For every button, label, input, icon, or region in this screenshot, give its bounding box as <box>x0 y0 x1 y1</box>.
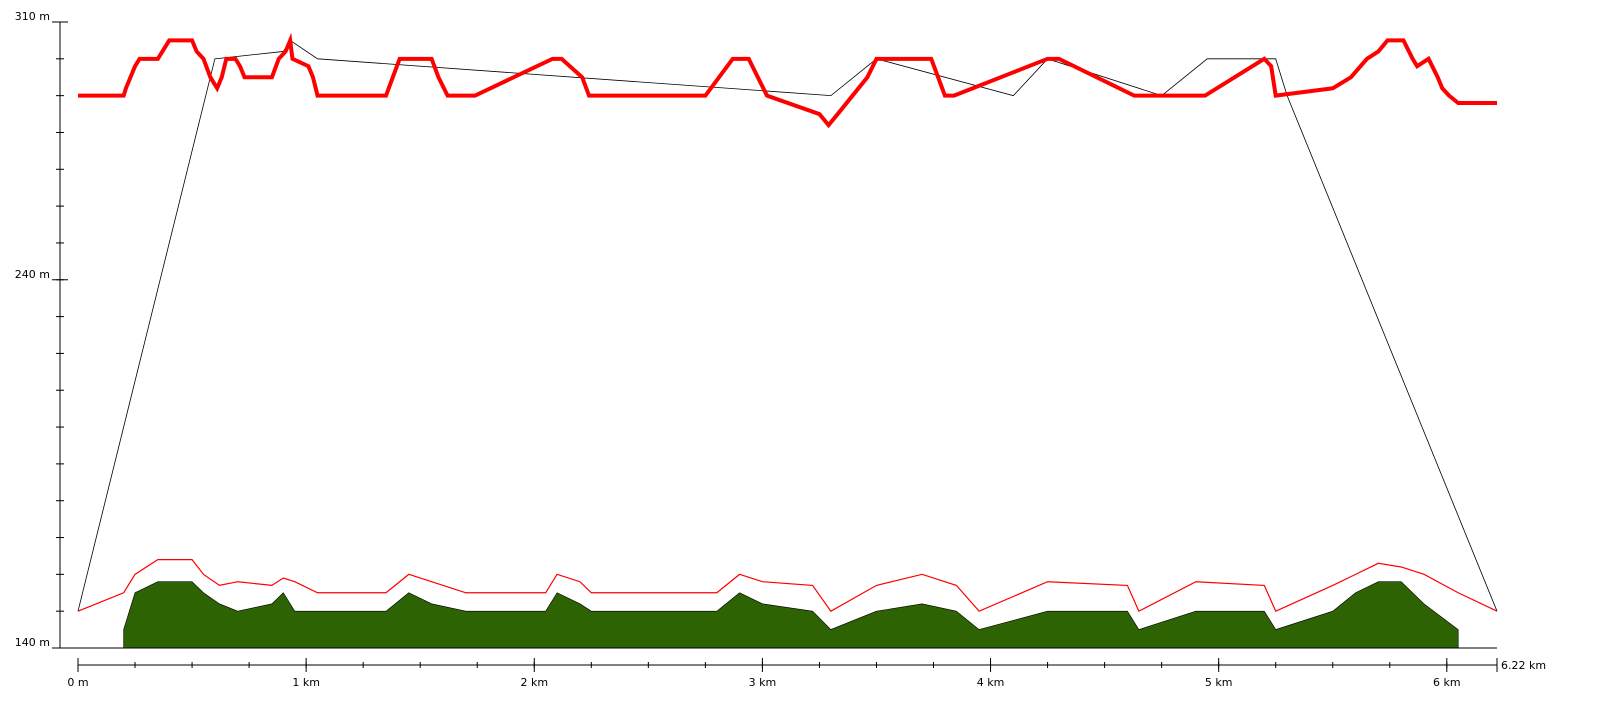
x-tick-label: 6.22 km <box>1501 659 1546 672</box>
lower-profile-layer <box>77 559 1498 613</box>
x-tick-label: 2 km <box>520 676 548 689</box>
terrain-fill-layer <box>123 581 1459 649</box>
x-tick-label: 3 km <box>749 676 777 689</box>
axes-layer: 140 m 240 m 310 m 0 m 1 km 2 km 3 km 4 km 5 km 6 … <box>15 10 1546 689</box>
y-tick-label: 140 m <box>15 636 50 649</box>
connector-line <box>77 39 1498 612</box>
terrain-fill-area <box>123 581 1459 649</box>
upper-profile-line <box>78 32 1497 129</box>
upper-profile-layer <box>78 32 1497 129</box>
y-tick-label: 240 m <box>15 268 50 281</box>
x-tick-label: 1 km <box>292 676 320 689</box>
x-tick-label: 0 m <box>67 676 88 689</box>
y-tick-label: 310 m <box>15 10 50 23</box>
x-tick-label: 5 km <box>1205 676 1233 689</box>
x-tick-label: 6 km <box>1433 676 1461 689</box>
lower-profile-line <box>77 559 1498 613</box>
x-tick-label: 4 km <box>977 676 1005 689</box>
connector-layer <box>77 39 1498 612</box>
